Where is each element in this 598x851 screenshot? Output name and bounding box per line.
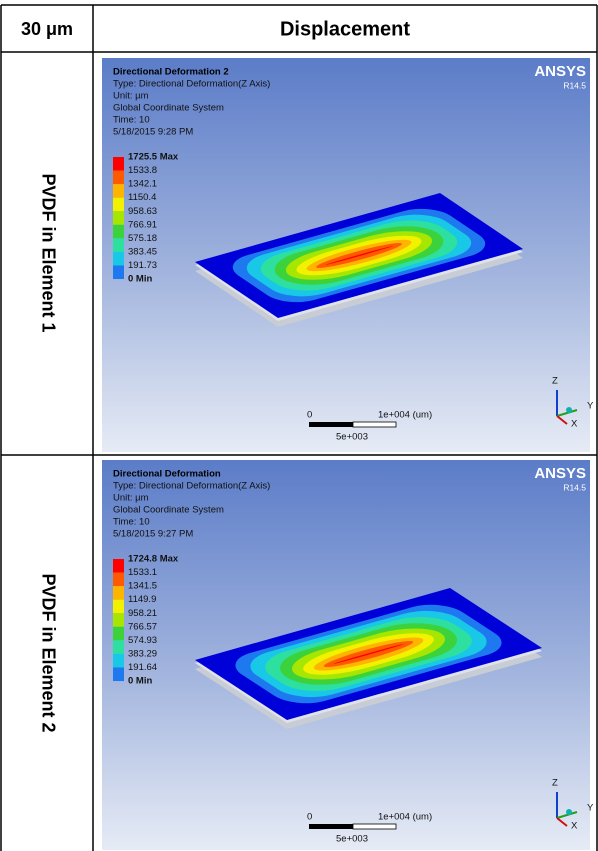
plot-info: Type: Directional Deformation(Z Axis) <box>113 481 270 492</box>
plot-info: 5/18/2015 9:27 PM <box>113 529 193 540</box>
legend-swatch <box>113 600 124 614</box>
scale-bar <box>309 422 353 427</box>
brand: ANSYS <box>534 465 586 482</box>
legend-swatch <box>113 157 124 171</box>
brand: ANSYS <box>534 63 586 80</box>
triad-ball <box>566 407 572 413</box>
scale-bar <box>353 824 396 829</box>
legend-swatch <box>113 198 124 212</box>
table: 30 μm Displacement PVDF in Element 1 Dire… <box>0 0 598 851</box>
legend-label: 383.45 <box>128 246 157 257</box>
scale-bar <box>309 824 353 829</box>
version: R14.5 <box>563 80 586 90</box>
legend-swatch <box>113 640 124 654</box>
header-cell: Displacement <box>280 18 410 40</box>
legend-label: 1149.9 <box>128 594 156 605</box>
row-label: PVDF in Element 1 <box>38 173 58 332</box>
legend-swatch <box>113 225 124 239</box>
scale-bar <box>353 422 396 427</box>
legend-label: 1533.1 <box>128 567 157 578</box>
legend-label: 1725.5 Max <box>128 152 179 163</box>
legend-label: 0 Min <box>128 274 152 285</box>
scale-label: 1e+004 (um) <box>378 812 432 823</box>
legend-swatch <box>113 252 124 266</box>
plot-info: Global Coordinate System <box>113 103 224 114</box>
legend-label: 958.63 <box>128 206 157 217</box>
scale-label: 0 <box>307 410 312 421</box>
legend-swatch <box>113 265 124 279</box>
legend-swatch <box>113 654 124 668</box>
legend-label: 1724.8 Max <box>128 554 179 565</box>
scale-label: 5e+003 <box>336 834 368 845</box>
plot-info: Time: 10 <box>113 115 150 126</box>
axis-label: Z <box>552 376 558 387</box>
legend-swatch <box>113 238 124 252</box>
legend-label: 766.57 <box>128 621 157 632</box>
legend-swatch <box>113 627 124 641</box>
axis-label: X <box>571 419 578 430</box>
legend-swatch <box>113 667 124 681</box>
version: R14.5 <box>563 482 586 492</box>
triad-ball <box>566 809 572 815</box>
axis-label: X <box>571 821 578 832</box>
legend-label: 1341.5 <box>128 581 157 592</box>
legend-swatch <box>113 559 124 573</box>
legend-label: 0 Min <box>128 676 152 687</box>
legend-swatch <box>113 586 124 600</box>
legend-label: 191.64 <box>128 662 157 673</box>
header-cell: 30 μm <box>21 19 73 39</box>
plot-info: 5/18/2015 9:28 PM <box>113 127 193 138</box>
axis-label: Y <box>587 401 594 412</box>
legend-label: 191.73 <box>128 260 157 271</box>
plot-info: Global Coordinate System <box>113 505 224 516</box>
legend-label: 766.91 <box>128 219 157 230</box>
scale-label: 0 <box>307 812 312 823</box>
legend-label: 1150.4 <box>128 192 156 203</box>
plot-info: Type: Directional Deformation(Z Axis) <box>113 79 270 90</box>
legend-label: 574.93 <box>128 635 157 646</box>
scale-label: 5e+003 <box>336 432 368 443</box>
legend-label: 1342.1 <box>128 179 157 190</box>
axis-label: Y <box>587 803 594 814</box>
legend-label: 575.18 <box>128 233 157 244</box>
plot-title: Directional Deformation 2 <box>113 67 229 78</box>
plot-info: Unit: µm <box>113 493 149 504</box>
legend-swatch <box>113 184 124 198</box>
legend-label: 1533.8 <box>128 165 157 176</box>
axis-label: Z <box>552 778 558 789</box>
plot-info: Unit: µm <box>113 91 149 102</box>
plot-title: Directional Deformation <box>113 469 221 480</box>
scale-label: 1e+004 (um) <box>378 410 432 421</box>
legend-label: 958.21 <box>128 608 157 619</box>
legend-label: 383.29 <box>128 648 157 659</box>
legend-swatch <box>113 613 124 627</box>
row-label: PVDF in Element 2 <box>38 573 58 732</box>
legend-swatch <box>113 573 124 587</box>
plot-info: Time: 10 <box>113 517 150 528</box>
legend-swatch <box>113 171 124 185</box>
legend-swatch <box>113 211 124 225</box>
